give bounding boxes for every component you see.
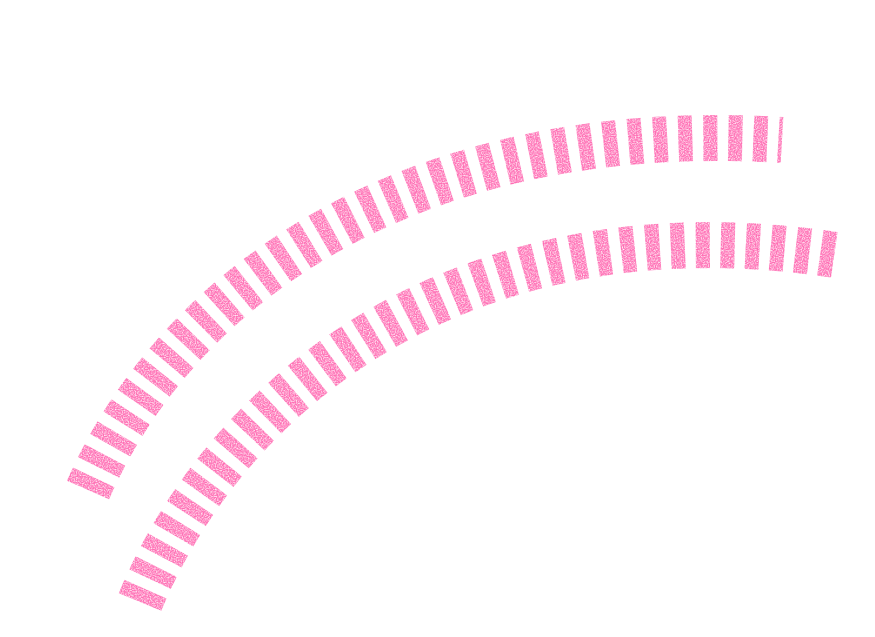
inner-dashed-arc [118, 222, 846, 611]
arcs [66, 115, 846, 611]
outer-dashed-arc [66, 115, 784, 500]
